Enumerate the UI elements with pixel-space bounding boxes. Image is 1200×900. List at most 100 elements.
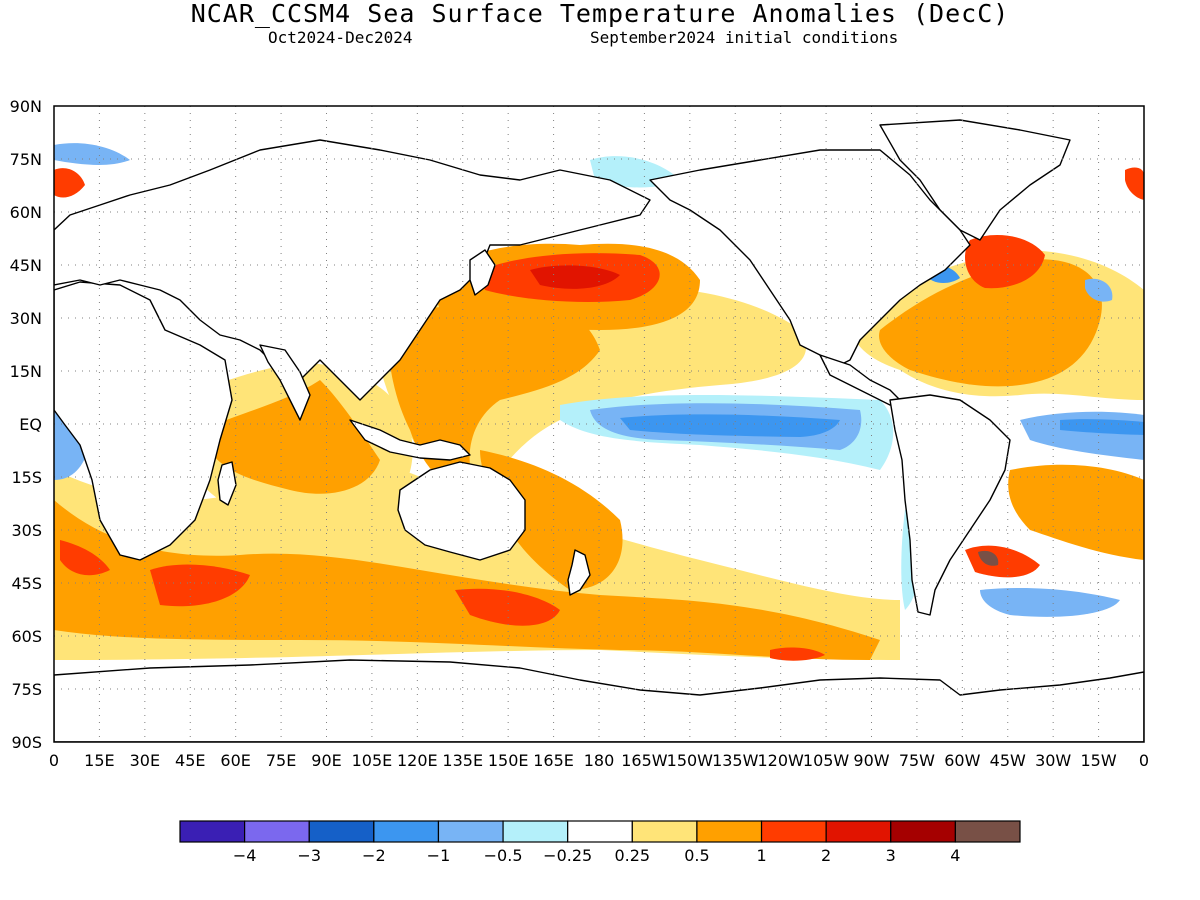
colorbar-swatch (502, 820, 569, 843)
colorbar-swatch (179, 820, 246, 843)
longitude-tick-label: 105W (803, 751, 850, 770)
longitude-tick-label: 150W (667, 751, 714, 770)
colorbar-swatch (244, 820, 310, 843)
latitude-tick-label: 45S (11, 574, 42, 593)
colorbar-swatch (308, 820, 375, 843)
latitude-ticks: 90N 75N 60N 45N 30N 15N EQ 15S 30S 45S 60S 75S 90S (10, 97, 42, 752)
longitude-tick-label: 15E (84, 751, 114, 770)
colorbar-swatch (954, 820, 1021, 843)
indonesia-outline (349, 419, 471, 461)
colorbar-swatch (696, 820, 763, 843)
longitude-tick-label: 135E (442, 751, 483, 770)
longitude-tick-label: 165E (533, 751, 574, 770)
longitude-tick-label: 75W (899, 751, 935, 770)
map-title: NCAR_CCSM4 Sea Surface Temperature Anoma… (190, 0, 1010, 28)
longitude-tick-label: 30E (130, 751, 160, 770)
colorbar-label: 3 (886, 846, 896, 865)
longitude-tick-label: 15W (1080, 751, 1116, 770)
southern-ocean-hot-3 (60, 540, 110, 576)
longitude-tick-label: 60E (220, 751, 250, 770)
latitude-tick-label: 90N (10, 97, 42, 116)
longitude-tick-label: 135W (712, 751, 759, 770)
longitude-tick-label: 105E (352, 751, 393, 770)
eurasia-outline (54, 139, 651, 401)
longitude-tick-label: 0 (1139, 751, 1149, 770)
gulf-stream-warm (965, 235, 1045, 289)
equatorial-pacific-cold (620, 414, 840, 437)
longitude-tick-label: 120E (397, 751, 438, 770)
latitude-tick-label: 45N (10, 256, 42, 275)
colorbar-label: −0.5 (484, 846, 523, 865)
latitude-tick-label: 60S (11, 627, 42, 646)
south-atlantic-warm (1008, 464, 1144, 560)
longitude-tick-label: 180 (584, 751, 615, 770)
madagascar-outline (217, 461, 237, 506)
south-atlantic-core (978, 550, 999, 566)
latitude-tick-label: 15N (10, 362, 42, 381)
north-america-outline (649, 149, 971, 371)
south-pacific-warm (480, 450, 623, 590)
longitude-tick-label: 120W (757, 751, 804, 770)
colorbar-swatch (373, 820, 440, 843)
colorbar-label: 1 (756, 846, 766, 865)
colorbar-label: −2 (362, 846, 386, 865)
indian-ocean-warm (200, 380, 380, 494)
longitude-tick-label: 75E (266, 751, 296, 770)
longitude-ticks: 0 15E 30E 45E 60E 75E 90E 105E 120E 135E 150E 165E 1… (49, 751, 1149, 770)
forecast-period: Oct2024-Dec2024 (268, 28, 413, 47)
southern-ocean-warm (54, 500, 880, 660)
south-atlantic-cool (980, 588, 1120, 617)
colorbar-label: 0.25 (614, 846, 650, 865)
japan-outline (469, 249, 496, 296)
map-frame (53, 105, 1145, 743)
india-outline (259, 344, 311, 421)
latitude-tick-label: 90S (11, 733, 42, 752)
arctic-warm-east (1125, 167, 1144, 200)
longitude-tick-label: 30W (1035, 751, 1071, 770)
southern-ocean-hot-1 (150, 564, 250, 607)
latitude-tick-label: 30N (10, 309, 42, 328)
southern-ocean-hot-4 (770, 647, 825, 661)
latitude-tick-label: EQ (19, 415, 42, 434)
north-atlantic-cool-2 (1085, 278, 1113, 302)
longitude-tick-label: 45W (990, 751, 1026, 770)
colorbar-swatch (437, 820, 504, 843)
initial-conditions: September2024 initial conditions (590, 28, 899, 47)
colorbar-label: 0.5 (684, 846, 709, 865)
greenland-outline (879, 119, 1071, 241)
colorbar-swatch (567, 820, 633, 843)
colorbar: −4 −3 −2 −1 −0.5 −0.25 0.25 0.5 1 2 3 4 (179, 820, 1021, 865)
colorbar-label: −4 (233, 846, 257, 865)
africa-outline (54, 281, 233, 561)
colorbar-label: −0.25 (543, 846, 592, 865)
australia-outline (397, 461, 526, 561)
north-atlantic-warm (879, 259, 1102, 387)
longitude-tick-label: 0 (49, 751, 59, 770)
map-grid (54, 106, 1144, 742)
longitude-tick-label: 90W (853, 751, 889, 770)
arctic-warm (54, 168, 85, 198)
colorbar-swatch (890, 820, 956, 843)
longitude-tick-label: 150E (488, 751, 529, 770)
new-zealand-outline (567, 549, 591, 596)
longitude-tick-label: 45E (175, 751, 205, 770)
colorbar-label: −1 (427, 846, 451, 865)
longitude-tick-label: 60W (944, 751, 980, 770)
colorbar-swatch (631, 820, 698, 843)
north-pacific-core (530, 265, 620, 289)
latitude-tick-label: 15S (11, 468, 42, 487)
longitude-tick-label: 165W (621, 751, 668, 770)
equatorial-atlantic-cold (1060, 419, 1144, 435)
longitude-tick-label: 90E (311, 751, 341, 770)
south-america-outline (889, 394, 1011, 616)
latitude-tick-label: 75N (10, 150, 42, 169)
southern-ocean-hot-2 (455, 588, 560, 626)
colorbar-label: −3 (297, 846, 321, 865)
colorbar-swatch (825, 820, 892, 843)
latitude-tick-label: 30S (11, 521, 42, 540)
colorbar-label: 2 (821, 846, 831, 865)
latitude-tick-label: 60N (10, 203, 42, 222)
colorbar-swatch (760, 820, 827, 843)
colorbar-label: 4 (950, 846, 960, 865)
